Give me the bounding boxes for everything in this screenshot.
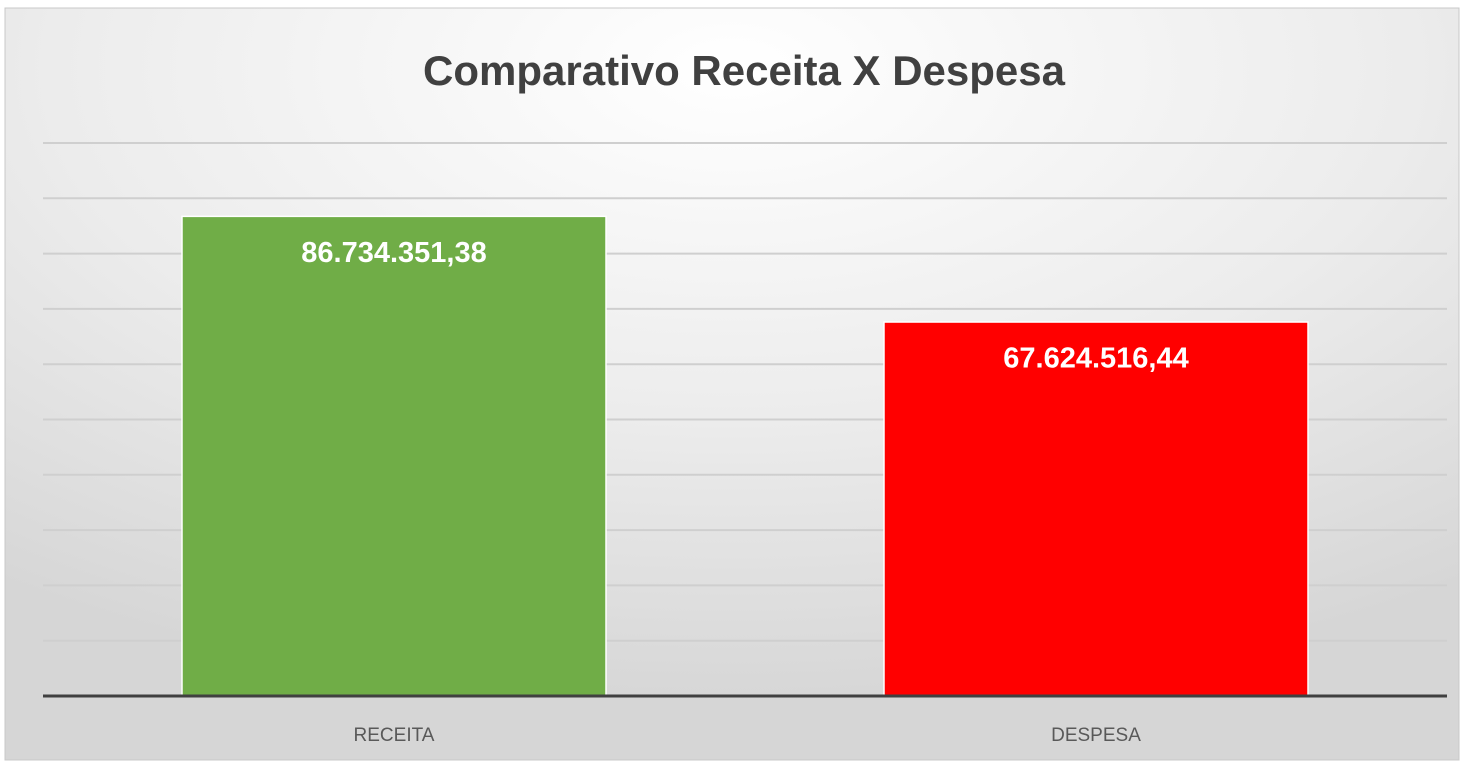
x-tick-label: DESPESA — [1051, 725, 1141, 746]
data-label: 86.734.351,38 — [301, 237, 486, 269]
chart-title: Comparativo Receita X Despesa — [423, 47, 1066, 94]
x-tick-label: RECEITA — [354, 725, 435, 746]
bar — [883, 321, 1309, 697]
bar — [181, 215, 607, 697]
data-label: 67.624.516,44 — [1003, 343, 1188, 375]
